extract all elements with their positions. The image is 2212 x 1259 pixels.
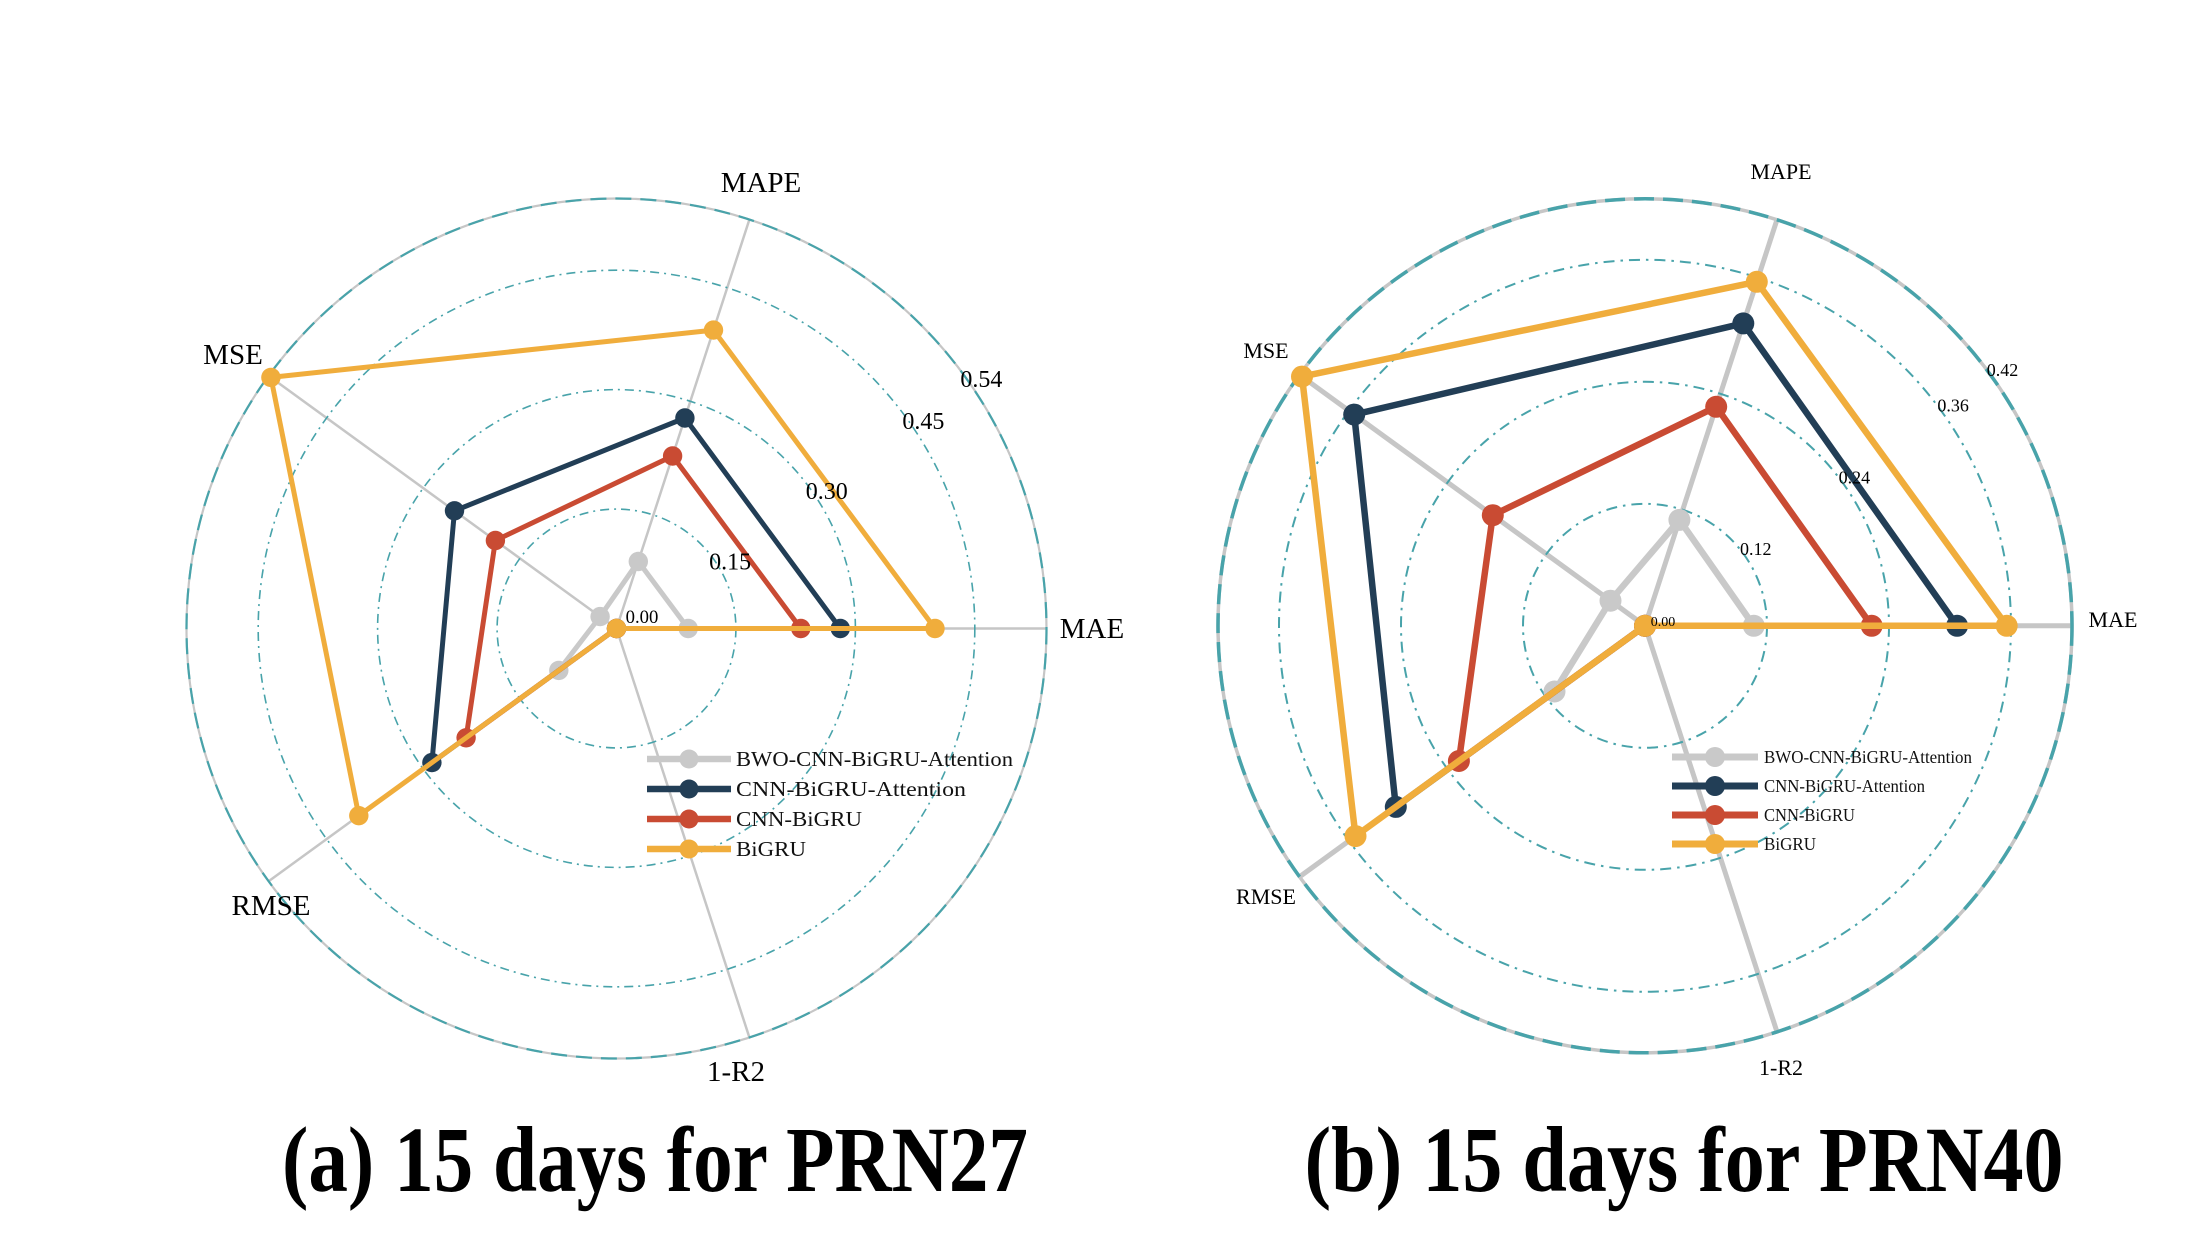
svg-text:CNN-BiGRU-Attention: CNN-BiGRU-Attention [736, 777, 967, 801]
svg-text:BiGRU: BiGRU [1764, 834, 1816, 854]
svg-text:MAE: MAE [2089, 607, 2138, 632]
svg-text:BiGRU: BiGRU [736, 837, 806, 861]
svg-text:MSE: MSE [203, 339, 263, 371]
svg-text:BWO-CNN-BiGRU-Attention: BWO-CNN-BiGRU-Attention [736, 747, 1014, 771]
svg-text:MAPE: MAPE [721, 167, 802, 199]
svg-text:CNN-BiGRU: CNN-BiGRU [1764, 805, 1855, 825]
svg-text:0.45: 0.45 [902, 409, 944, 435]
svg-text:1-R2: 1-R2 [1759, 1055, 1803, 1080]
svg-text:0.12: 0.12 [1740, 539, 1772, 559]
svg-text:0.00: 0.00 [626, 607, 659, 628]
svg-text:RMSE: RMSE [1236, 884, 1296, 909]
svg-text:0.36: 0.36 [1937, 396, 1969, 416]
svg-text:0.00: 0.00 [1651, 615, 1676, 630]
svg-text:CNN-BiGRU-Attention: CNN-BiGRU-Attention [1764, 776, 1925, 796]
svg-text:0.54: 0.54 [960, 367, 1002, 393]
svg-text:0.30: 0.30 [806, 479, 848, 505]
svg-text:0.42: 0.42 [1987, 360, 2019, 380]
svg-text:BWO-CNN-BiGRU-Attention: BWO-CNN-BiGRU-Attention [1764, 747, 1972, 767]
svg-text:MSE: MSE [1243, 338, 1288, 363]
svg-text:0.15: 0.15 [709, 549, 751, 575]
svg-text:(a) 15 days for PRN27: (a) 15 days for PRN27 [282, 1109, 1028, 1212]
svg-text:MAE: MAE [1060, 613, 1124, 645]
svg-text:1-R2: 1-R2 [707, 1056, 765, 1088]
svg-text:0.24: 0.24 [1839, 467, 1871, 487]
svg-text:CNN-BiGRU: CNN-BiGRU [736, 807, 862, 831]
svg-text:MAPE: MAPE [1750, 159, 1811, 184]
svg-text:RMSE: RMSE [232, 890, 311, 922]
svg-text:(b) 15 days for PRN40: (b) 15 days for PRN40 [1305, 1109, 2064, 1212]
